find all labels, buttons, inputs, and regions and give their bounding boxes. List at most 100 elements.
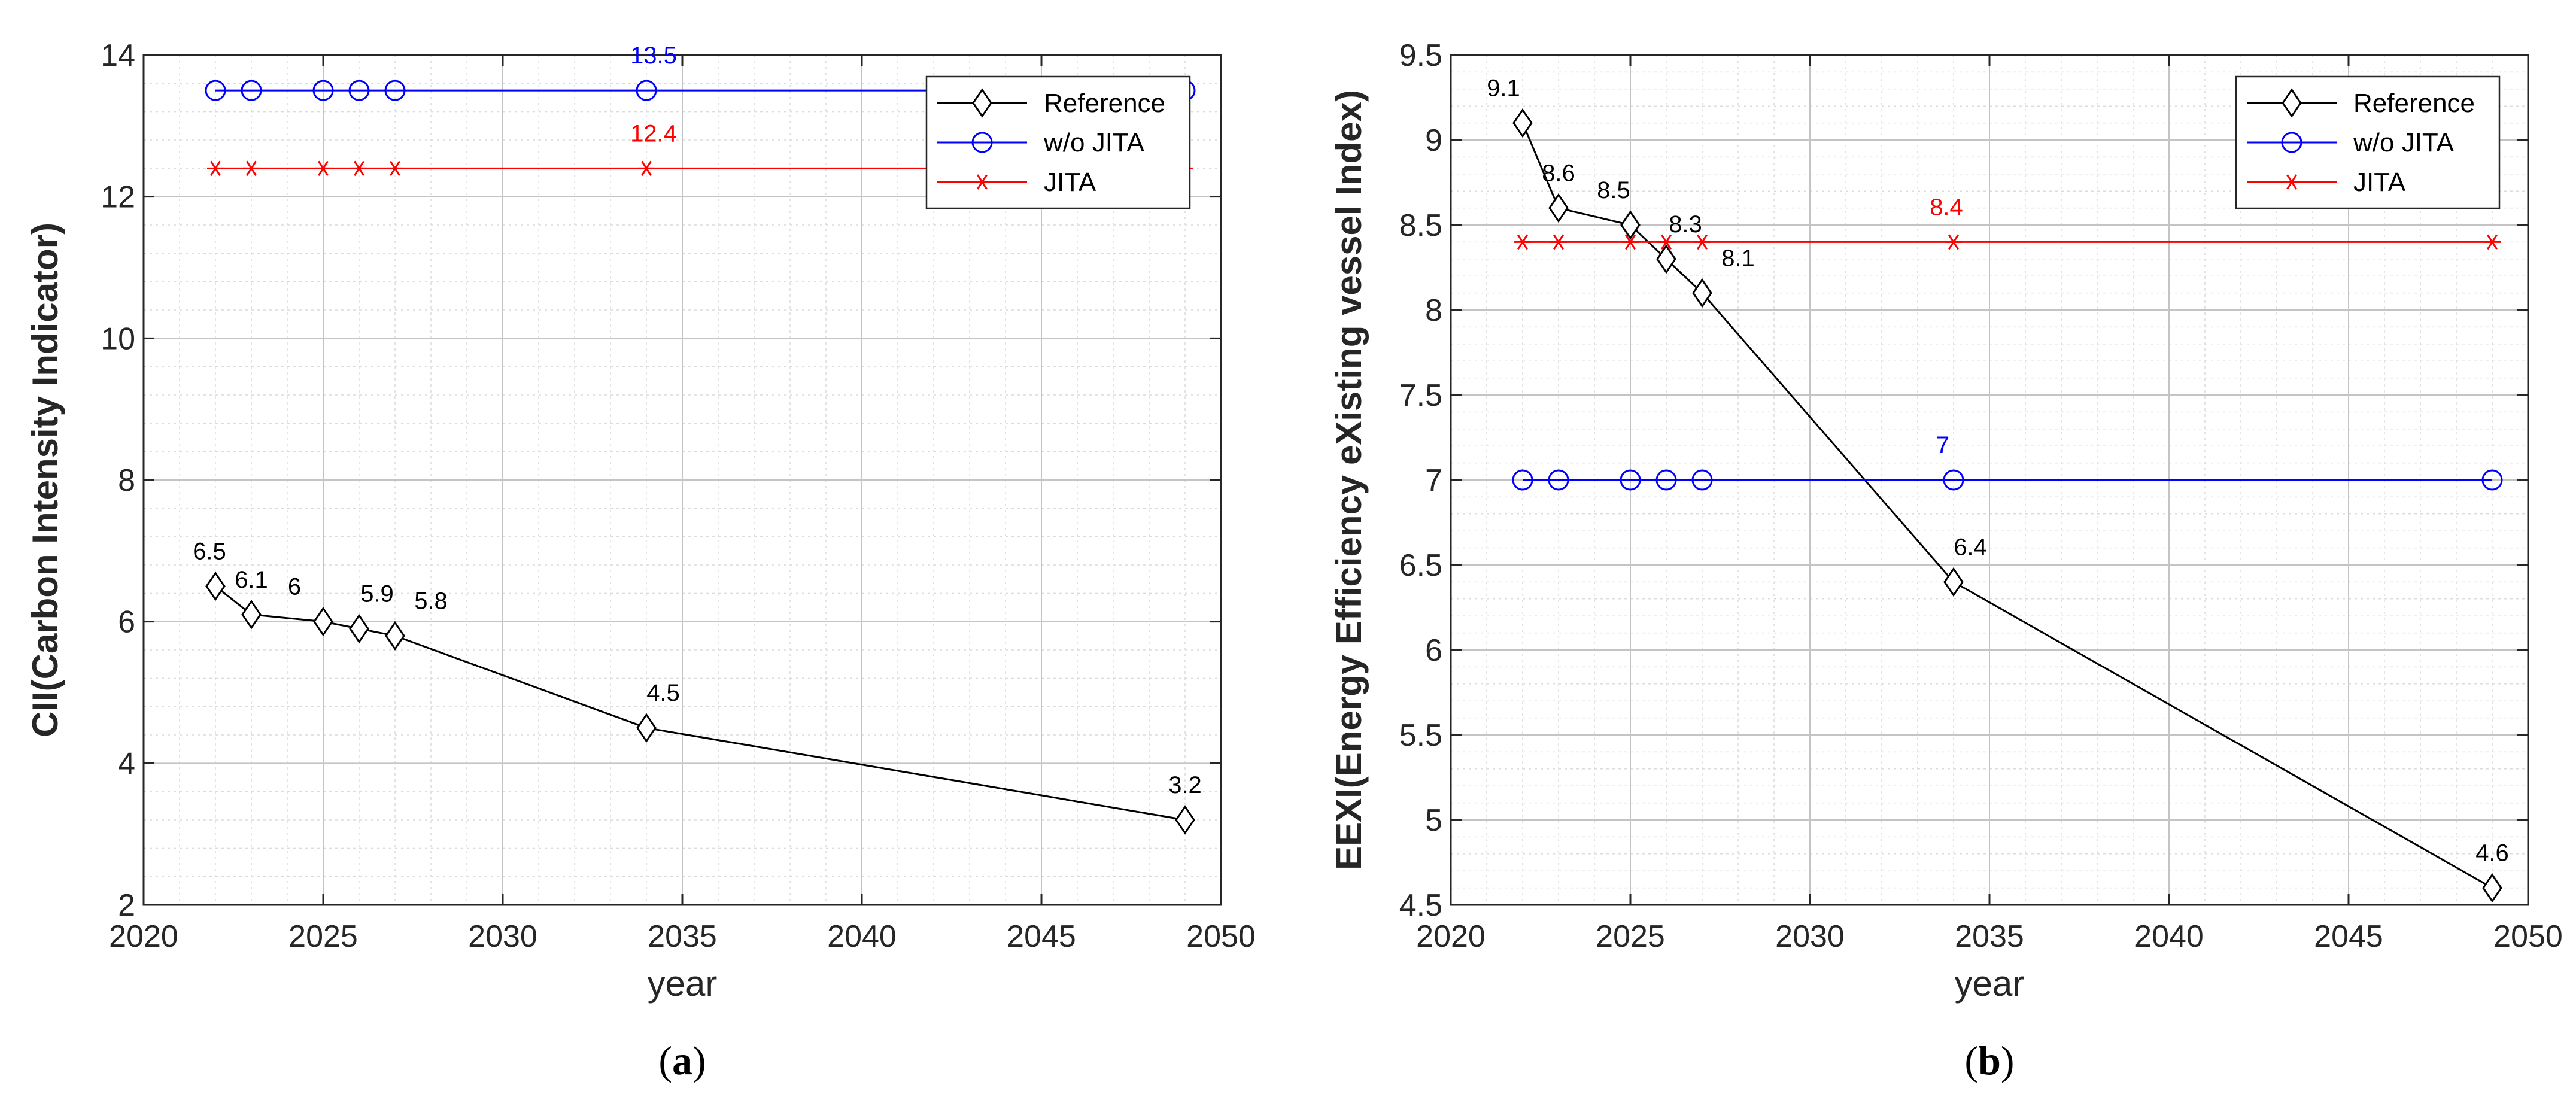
- series-reference: [205, 571, 1195, 835]
- y-tick-label: 10: [101, 321, 135, 356]
- x-tick-label: 2020: [109, 919, 178, 954]
- data-point-diamond: [1512, 108, 1533, 138]
- y-tick-label: 7: [1425, 463, 1442, 498]
- x-tick-label: 2045: [1007, 919, 1076, 954]
- data-label: 6.4: [1954, 534, 1987, 560]
- data-point-asterisk-stroke: [1553, 234, 1564, 250]
- legend-marker-diamond: [2282, 88, 2302, 118]
- data-point-diamond: [636, 713, 657, 743]
- y-tick-label: 9: [1425, 123, 1442, 158]
- panel-caption: (b): [1964, 1038, 2014, 1083]
- caption-open: (: [1964, 1038, 1978, 1083]
- y-tick-label: 6: [118, 605, 135, 640]
- x-tick-label: 2035: [648, 919, 717, 954]
- x-tick-label: 2050: [2493, 919, 2563, 954]
- data-point-asterisk-stroke: [1625, 234, 1636, 250]
- legend-item: JITA: [2247, 168, 2406, 197]
- data-point-circle: [1512, 469, 1533, 491]
- series-w-o-jita: [1512, 469, 2503, 491]
- y-tick-label: 9.5: [1399, 38, 1442, 73]
- legend-marker-diamond: [972, 88, 992, 118]
- data-point-asterisk-stroke: [318, 160, 329, 177]
- y-tick-label: 6.5: [1399, 548, 1442, 583]
- data-point-diamond: [313, 607, 333, 637]
- data-point-circle: [1691, 469, 1713, 491]
- legend-item: w/o JITA: [937, 128, 1145, 157]
- x-tick-label: 2035: [1955, 919, 2024, 954]
- legend-item: w/o JITA: [2247, 128, 2455, 157]
- legend-marker-asterisk-stroke: [977, 174, 988, 190]
- data-label: 8.5: [1597, 177, 1630, 203]
- data-point-asterisk: [1658, 234, 1675, 250]
- data-point-asterisk-stroke: [390, 160, 400, 177]
- data-label: 9.1: [1487, 75, 1520, 102]
- data-label: 13.5: [630, 42, 677, 69]
- data-point-diamond: [1548, 193, 1569, 223]
- y-tick-label: 4.5: [1399, 888, 1442, 923]
- data-point-asterisk: [1945, 234, 1962, 250]
- y-tick-label: 5.5: [1399, 718, 1442, 753]
- legend-label: JITA: [2353, 168, 2406, 197]
- data-point-asterisk-stroke: [641, 160, 652, 177]
- data-label: 3.2: [1168, 772, 1202, 798]
- y-tick-label: 8: [118, 463, 135, 498]
- data-point-asterisk: [243, 160, 260, 177]
- data-point-diamond: [241, 600, 262, 630]
- chart-panel-b: 2020 2025 2030 2035 2040 2045 2050 4.5 5 5.5 6 6.5 7…: [1329, 38, 2563, 1083]
- legend-label: w/o JITA: [1043, 128, 1145, 157]
- data-point-asterisk-stroke: [2487, 234, 2498, 250]
- data-label: 7: [1936, 432, 1949, 458]
- legend-item: JITA: [937, 168, 1096, 197]
- data-point-asterisk: [1514, 234, 1531, 250]
- data-point-circle: [2481, 469, 2503, 491]
- legend-item: Reference: [2247, 88, 2475, 118]
- data-label: 8.3: [1669, 211, 1702, 238]
- data-label: 12.4: [630, 120, 677, 147]
- x-tick-label: 2040: [2134, 919, 2204, 954]
- legend: Reference w/o JITA JITA: [2235, 75, 2501, 209]
- data-label: 6.1: [235, 567, 268, 593]
- x-tick-label: 2045: [2314, 919, 2383, 954]
- data-point-circle: [1548, 469, 1569, 491]
- data-label: 5.8: [414, 588, 448, 614]
- data-point-asterisk-stroke: [1948, 234, 1959, 250]
- data-point-diamond: [1692, 278, 1712, 308]
- x-tick-label: 2050: [1186, 919, 1256, 954]
- data-point-asterisk-stroke: [210, 160, 221, 177]
- legend-marker-circle: [971, 132, 993, 153]
- data-point-asterisk-stroke: [1697, 234, 1708, 250]
- data-point-circle: [1620, 469, 1641, 491]
- data-point-diamond: [1175, 805, 1195, 835]
- data-point-diamond: [1943, 567, 1964, 597]
- data-point-asterisk: [351, 160, 367, 177]
- data-label: 6: [288, 574, 301, 600]
- series-w-o-jita: [205, 80, 1196, 101]
- data-point-asterisk: [315, 160, 332, 177]
- caption-open: (: [658, 1038, 672, 1083]
- x-tick-label: 2040: [827, 919, 897, 954]
- legend-marker-asterisk-stroke: [2286, 174, 2297, 190]
- data-label: 8.4: [1930, 194, 1963, 220]
- data-point-asterisk-stroke: [1517, 234, 1528, 250]
- data-label: 6.5: [193, 539, 226, 565]
- data-point-diamond: [1656, 244, 1676, 274]
- x-tick-label: 2030: [468, 919, 537, 954]
- y-tick-label: 4: [118, 746, 135, 781]
- y-tick-label: 12: [101, 180, 135, 215]
- legend-marker-asterisk: [974, 174, 991, 190]
- x-tick-label: 2030: [1775, 919, 1845, 954]
- data-label: 4.6: [2475, 840, 2509, 867]
- y-tick-label: 8.5: [1399, 208, 1442, 243]
- legend: Reference w/o JITA JITA: [925, 75, 1191, 209]
- data-point-diamond: [349, 613, 369, 644]
- data-point-diamond: [205, 571, 226, 601]
- x-tick-label: 2020: [1416, 919, 1486, 954]
- data-point-circle: [636, 80, 657, 101]
- chart-panel-a: 2020 2025 2030 2035 2040 2045 2050 2 4 6 8 10 12 14 ye…: [25, 38, 1256, 1083]
- y-tick-label: 5: [1425, 803, 1442, 838]
- y-tick-label: 8: [1425, 293, 1442, 328]
- y-tick-label: 2: [118, 888, 135, 923]
- y-tick-label: 14: [101, 38, 135, 73]
- data-point-circle: [384, 80, 406, 101]
